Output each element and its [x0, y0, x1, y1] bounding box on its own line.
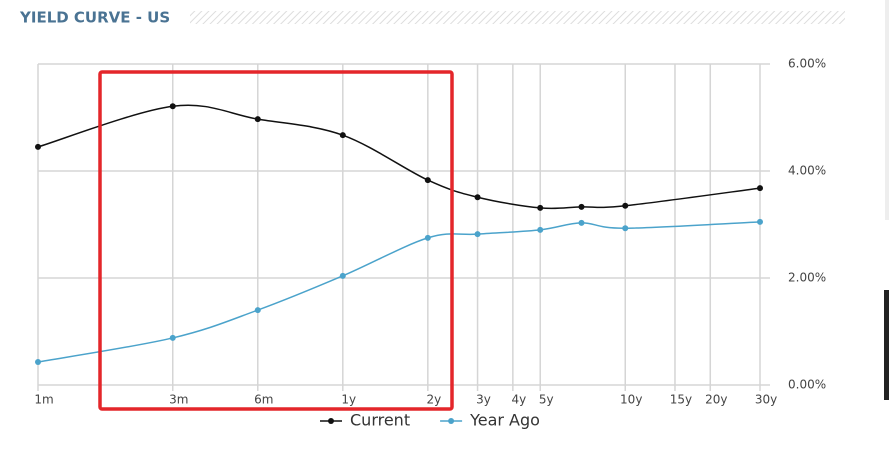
- legend-marker: [448, 418, 455, 424]
- data-point: [757, 218, 763, 225]
- data-point: [424, 177, 431, 184]
- x-tick-label: 1y: [341, 393, 356, 407]
- series-line: [37, 104, 761, 210]
- data-point: [35, 143, 41, 150]
- legend-label: Current: [350, 411, 410, 430]
- data-point: [622, 225, 629, 232]
- data-point: [254, 307, 261, 314]
- data-point: [474, 194, 481, 201]
- y-tick-label: 4.00%: [788, 164, 826, 178]
- y-tick-label: 6.00%: [788, 57, 826, 71]
- x-tick-label: 4y: [511, 393, 526, 407]
- data-point: [35, 358, 41, 365]
- x-tick-label: 6m: [254, 393, 273, 407]
- data-point: [578, 203, 585, 210]
- edge: [885, 0, 889, 220]
- x-tick-label: 1m: [34, 393, 53, 407]
- x-tick-label: 2y: [426, 393, 441, 407]
- data-point: [537, 204, 544, 211]
- legend-marker: [328, 418, 334, 424]
- data-point: [622, 202, 629, 209]
- data-point: [339, 272, 346, 279]
- x-tick-label: 3m: [169, 393, 188, 407]
- series-line: [37, 221, 761, 363]
- data-point: [474, 231, 481, 238]
- x-tick-label: 30y: [755, 393, 777, 407]
- data-point: [537, 226, 544, 233]
- y-tick-label: 2.00%: [788, 271, 826, 285]
- legend-label: Year Ago: [469, 411, 540, 430]
- data-point: [757, 185, 763, 192]
- data-point: [169, 334, 176, 341]
- plot: 0.00% 2.00% 4.00% 6.00% 1m 3m 6m 1y 2y 3y 4y 5y 10y 1…: [34, 57, 826, 430]
- x-tick-label: 20y: [705, 393, 727, 407]
- y-tick-label: 0.00%: [788, 378, 826, 392]
- x-tick-label: 15y: [670, 393, 692, 407]
- edge: [884, 290, 889, 400]
- data-point: [578, 219, 585, 226]
- x-tick-label: 3y: [476, 393, 491, 407]
- title-hatch: [190, 11, 845, 24]
- chart-title: YIELD CURVE - US: [19, 9, 170, 27]
- data-point: [169, 103, 176, 110]
- data-point: [424, 234, 431, 241]
- x-tick-label: 5y: [539, 393, 554, 407]
- highlight-box: [98, 70, 454, 411]
- data-point: [339, 132, 346, 139]
- x-tick-label: 10y: [620, 393, 642, 407]
- data-point: [254, 116, 261, 123]
